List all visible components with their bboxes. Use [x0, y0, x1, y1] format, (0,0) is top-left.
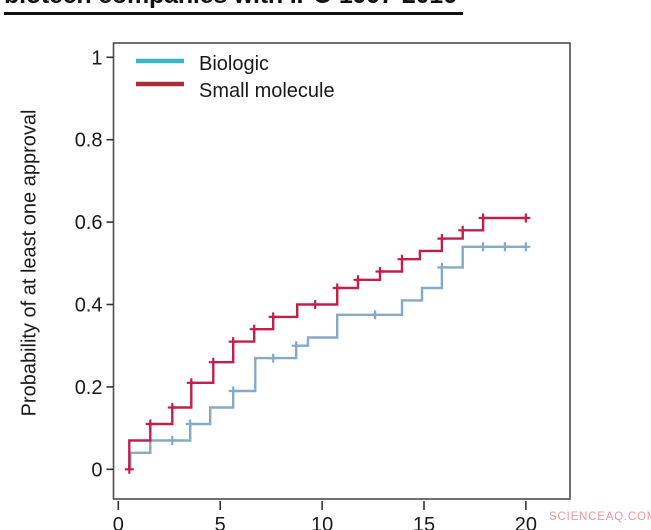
x-tick-label: 15 [413, 514, 435, 530]
small-molecule-censor-marks [124, 213, 531, 474]
x-tick-label: 10 [311, 514, 333, 530]
x-tick-label: 20 [515, 514, 537, 530]
y-tick-label: 0.4 [75, 295, 103, 317]
plot-frame [112, 42, 571, 500]
y-tick-label: 0.2 [75, 377, 103, 399]
y-tick-label: 0.6 [75, 212, 103, 234]
y-tick-label: 1 [91, 47, 102, 69]
y-tick-label: 0.8 [75, 130, 103, 152]
watermark-text: SCIENCEAQ.COM [549, 511, 651, 523]
legend-label-small-molecule: Small molecule [199, 80, 335, 102]
y-axis-title: Probability of at least one approval [18, 109, 41, 417]
y-tick-label: 0 [91, 459, 102, 481]
x-tick-label: 5 [215, 514, 226, 530]
x-tick-label: 0 [113, 514, 124, 530]
small-molecule-curve [128, 216, 527, 470]
biologic-curve [129, 245, 527, 470]
chart-title: biotech companies with IPO 1997-2016 [4, 0, 463, 15]
legend-label-biologic: Biologic [199, 53, 270, 75]
biologic-censor-marks [167, 242, 531, 445]
